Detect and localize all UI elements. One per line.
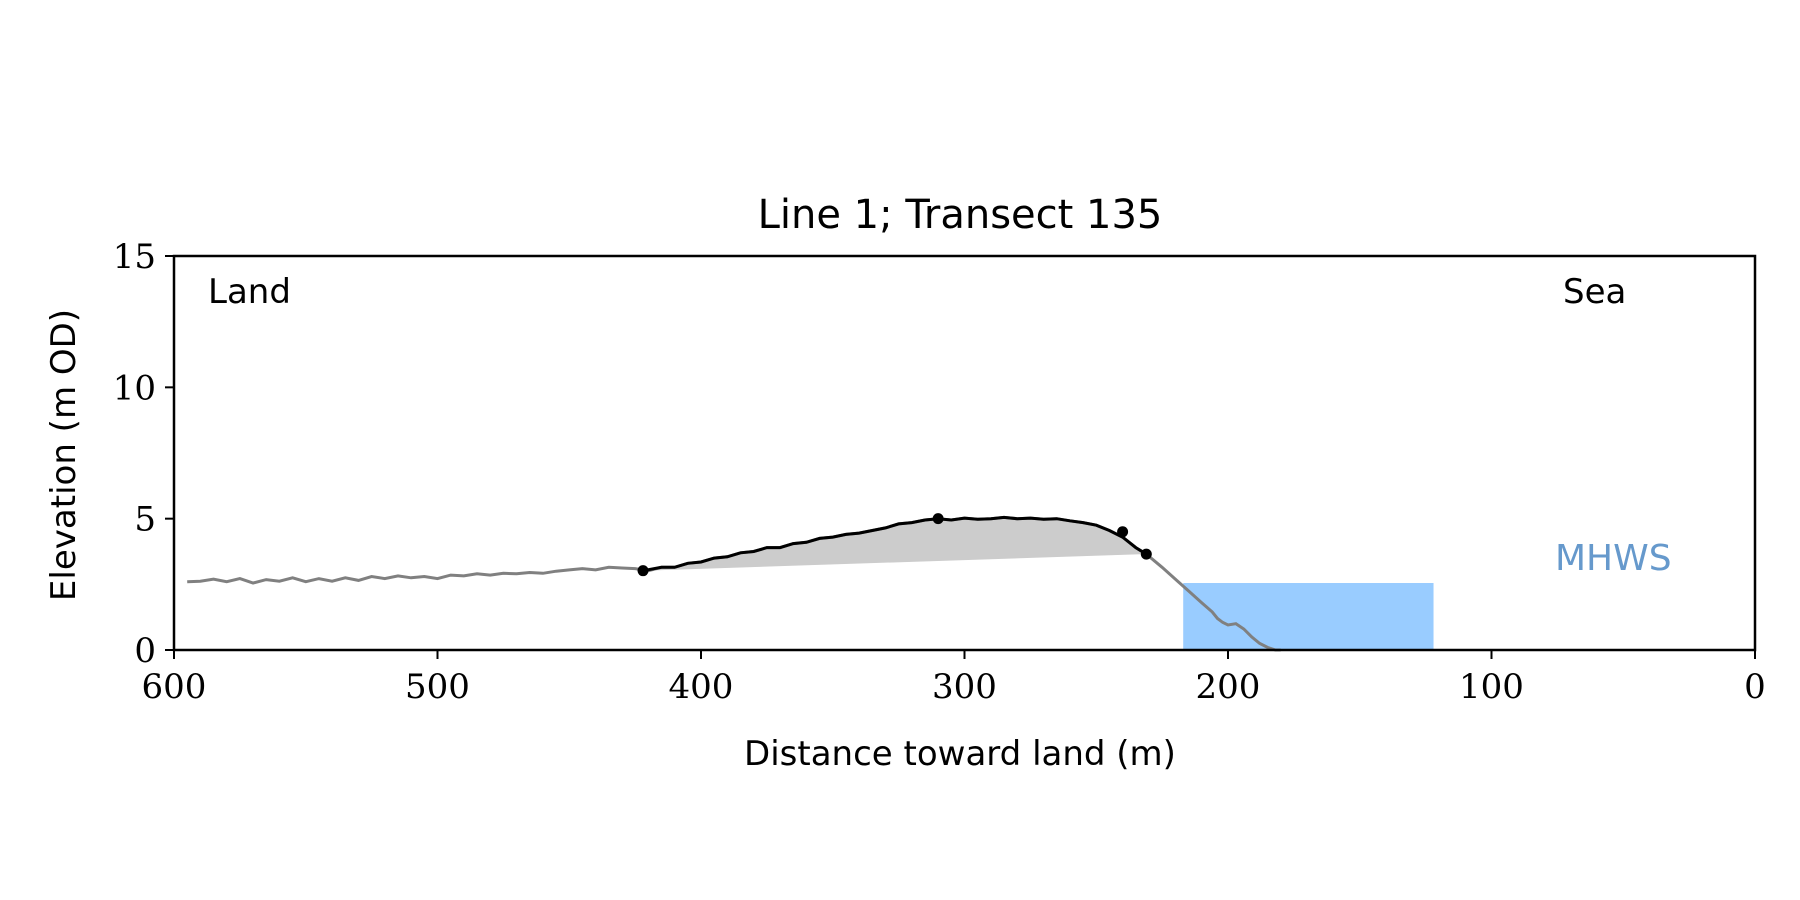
dune-point-1 bbox=[932, 513, 944, 525]
dune-volume-fill bbox=[643, 517, 1147, 571]
x-tick-label: 200 bbox=[1196, 667, 1261, 707]
dune-point-2 bbox=[1117, 526, 1129, 538]
x-tick-label: 500 bbox=[405, 667, 470, 707]
x-tick-label: 300 bbox=[932, 667, 997, 707]
x-axis-ticks: 600 500 400 300 200 100 0 bbox=[142, 650, 1766, 707]
mhws-water-area bbox=[1183, 583, 1434, 650]
dune-points bbox=[637, 513, 1152, 577]
x-tick-label: 600 bbox=[142, 667, 207, 707]
dune-profile-line bbox=[642, 515, 1148, 573]
x-tick-label: 0 bbox=[1744, 667, 1766, 707]
sea-label: Sea bbox=[1563, 272, 1626, 312]
plot-area bbox=[172, 254, 1757, 652]
plot-frame bbox=[172, 254, 1757, 652]
land-label: Land bbox=[208, 272, 291, 312]
y-axis-label: Elevation (m OD) bbox=[44, 309, 84, 601]
y-tick-label: 15 bbox=[113, 237, 156, 277]
dune-point-3 bbox=[1140, 548, 1152, 560]
y-axis-ticks: 0 5 10 15 bbox=[113, 237, 174, 671]
x-tick-label: 400 bbox=[669, 667, 734, 707]
y-tick-label: 5 bbox=[134, 500, 156, 540]
chart-title: Line 1; Transect 135 bbox=[758, 192, 1163, 238]
x-axis-label: Distance toward land (m) bbox=[744, 734, 1176, 774]
x-tick-label: 100 bbox=[1459, 667, 1524, 707]
y-tick-label: 10 bbox=[113, 368, 156, 408]
dune-point-0 bbox=[637, 565, 649, 577]
mhws-label: MHWS bbox=[1555, 538, 1672, 579]
y-tick-label: 0 bbox=[134, 631, 156, 671]
